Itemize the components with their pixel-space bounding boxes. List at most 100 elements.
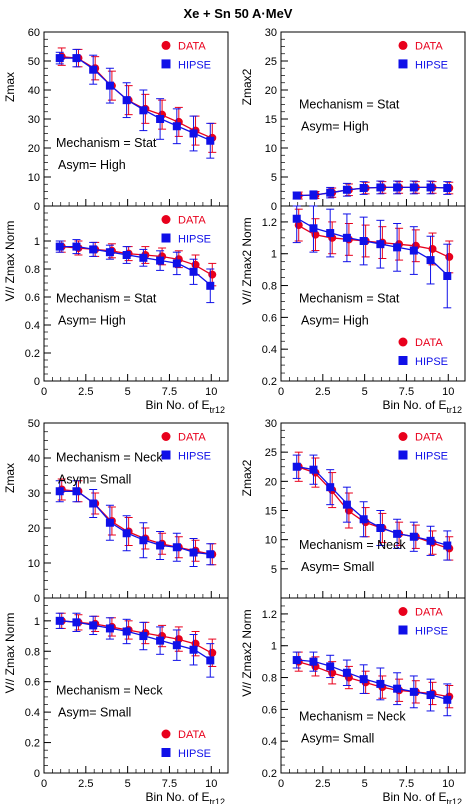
y-tick-label: 30 — [28, 488, 40, 500]
data-point — [445, 252, 454, 261]
legend-data-label: DATA — [178, 215, 206, 227]
figure-title: Xe + Sn 50 A·MeV — [184, 6, 293, 21]
panel-annotation: Mechanism = Stat — [299, 291, 400, 305]
x-tick-label: 5 — [125, 386, 131, 398]
hipse-point — [426, 536, 435, 545]
x-tick-label: 2.5 — [78, 386, 93, 398]
legend-data-marker — [398, 40, 408, 50]
hipse-point — [443, 184, 452, 193]
hipse-point — [443, 541, 452, 550]
legend-hipse-label: HIPSE — [415, 356, 448, 368]
hipse-point — [309, 190, 318, 199]
y-axis-label: Zmax2 — [240, 68, 254, 105]
y-tick-label: 0.8 — [262, 281, 277, 293]
y-axis-label: V// Zmax2 Norm — [240, 609, 254, 696]
x-tick-label: 2.5 — [315, 386, 330, 398]
y-tick-label: 40 — [28, 85, 40, 97]
x-tick-label: 0 — [41, 778, 47, 790]
series-line-hipse — [60, 245, 212, 287]
legend-data-marker — [161, 729, 171, 739]
y-tick-label: 5 — [271, 172, 277, 184]
hipse-point — [409, 246, 418, 255]
hipse-point — [443, 272, 452, 280]
y-tick-label: 10 — [28, 172, 40, 184]
x-axis-label: Bin No. of Etr12 — [382, 790, 462, 804]
legend-hipse-label: HIPSE — [415, 626, 448, 638]
hipse-point — [139, 106, 148, 115]
y-tick-label: 0.4 — [262, 344, 277, 356]
hipse-point — [55, 487, 64, 496]
series-hipse — [55, 239, 215, 304]
hipse-point — [393, 684, 402, 693]
panel-annotation: Asym= High — [58, 313, 126, 327]
x-axis-label: Bin No. of Etr12 — [145, 398, 225, 415]
y-tick-label: 0 — [34, 593, 40, 605]
legend-hipse-marker — [161, 59, 171, 69]
hipse-point — [156, 541, 165, 550]
chart-panel-bottom-left: 0 10 20 30 40 50 Zmax DATA HIPSE Mechanism = Neck… — [3, 418, 229, 605]
y-tick-label: 1.2 — [262, 217, 277, 229]
legend-data-marker — [161, 432, 171, 441]
hipse-point — [292, 656, 301, 665]
panel-annotation: Asym= Small — [58, 705, 131, 719]
hipse-point — [359, 675, 368, 684]
hipse-point — [393, 183, 402, 192]
y-tick-label: 20 — [28, 143, 40, 155]
y-tick-label: 15 — [265, 114, 277, 126]
chart-panel-top-right: 0 5 10 15 20 25 30 Zmax2 DATA HIPSE Mechanism = St… — [240, 27, 466, 213]
hipse-point — [376, 524, 385, 532]
hipse-point — [309, 465, 318, 474]
x-tick-label: 10 — [205, 778, 217, 790]
y-tick-label: 0.8 — [262, 673, 277, 685]
plot-frame — [280, 597, 466, 774]
hipse-point — [139, 253, 148, 262]
hipse-point — [359, 184, 368, 193]
hipse-point — [342, 668, 351, 677]
hipse-point — [139, 536, 148, 545]
hipse-point — [393, 529, 402, 538]
series-line-hipse — [60, 57, 212, 142]
x-axis-label: Bin No. of Etr12 — [382, 398, 462, 415]
hipse-point — [105, 624, 114, 633]
x-tick-label: 0 — [278, 386, 284, 398]
panel-annotation: Asym= High — [301, 313, 369, 327]
panel-annotation: Asym= Small — [301, 732, 374, 746]
y-axis-label: V// Zmax Norm — [3, 613, 17, 694]
series-line-hipse — [297, 659, 449, 701]
series-line-hipse — [60, 490, 212, 555]
series-data — [57, 612, 217, 667]
series-line-data — [297, 466, 449, 550]
y-tick-label: 1 — [271, 641, 277, 653]
x-tick-label: 7.5 — [399, 386, 414, 398]
hipse-point — [172, 543, 181, 552]
hipse-point — [342, 185, 351, 194]
y-tick-label: 60 — [28, 27, 40, 39]
hipse-point — [409, 532, 418, 541]
y-tick-label: 50 — [28, 56, 40, 68]
hipse-point — [189, 645, 198, 654]
hipse-point — [122, 251, 131, 259]
hipse-point — [359, 515, 368, 524]
y-tick-label: 0 — [34, 376, 40, 388]
hipse-point — [139, 632, 148, 641]
legend-data-marker — [398, 607, 408, 616]
series-line-hipse — [297, 466, 449, 547]
x-tick-label: 5 — [362, 386, 368, 398]
legend-data-label: DATA — [415, 607, 443, 619]
hipse-point — [172, 122, 181, 131]
hipse-point — [122, 529, 131, 538]
legend-hipse-marker — [398, 356, 408, 365]
y-tick-label: 10 — [265, 143, 277, 155]
legend-hipse-marker — [161, 748, 171, 757]
y-tick-label: 0.8 — [25, 646, 40, 658]
y-tick-label: 0.4 — [25, 320, 40, 332]
x-tick-label: 10 — [442, 386, 454, 398]
legend-data-marker — [398, 337, 408, 347]
hipse-point — [156, 636, 165, 645]
hipse-point — [342, 500, 351, 509]
panel-annotation: Asym= High — [301, 120, 369, 134]
hipse-point — [89, 65, 98, 74]
y-tick-label: 0.6 — [262, 312, 277, 324]
